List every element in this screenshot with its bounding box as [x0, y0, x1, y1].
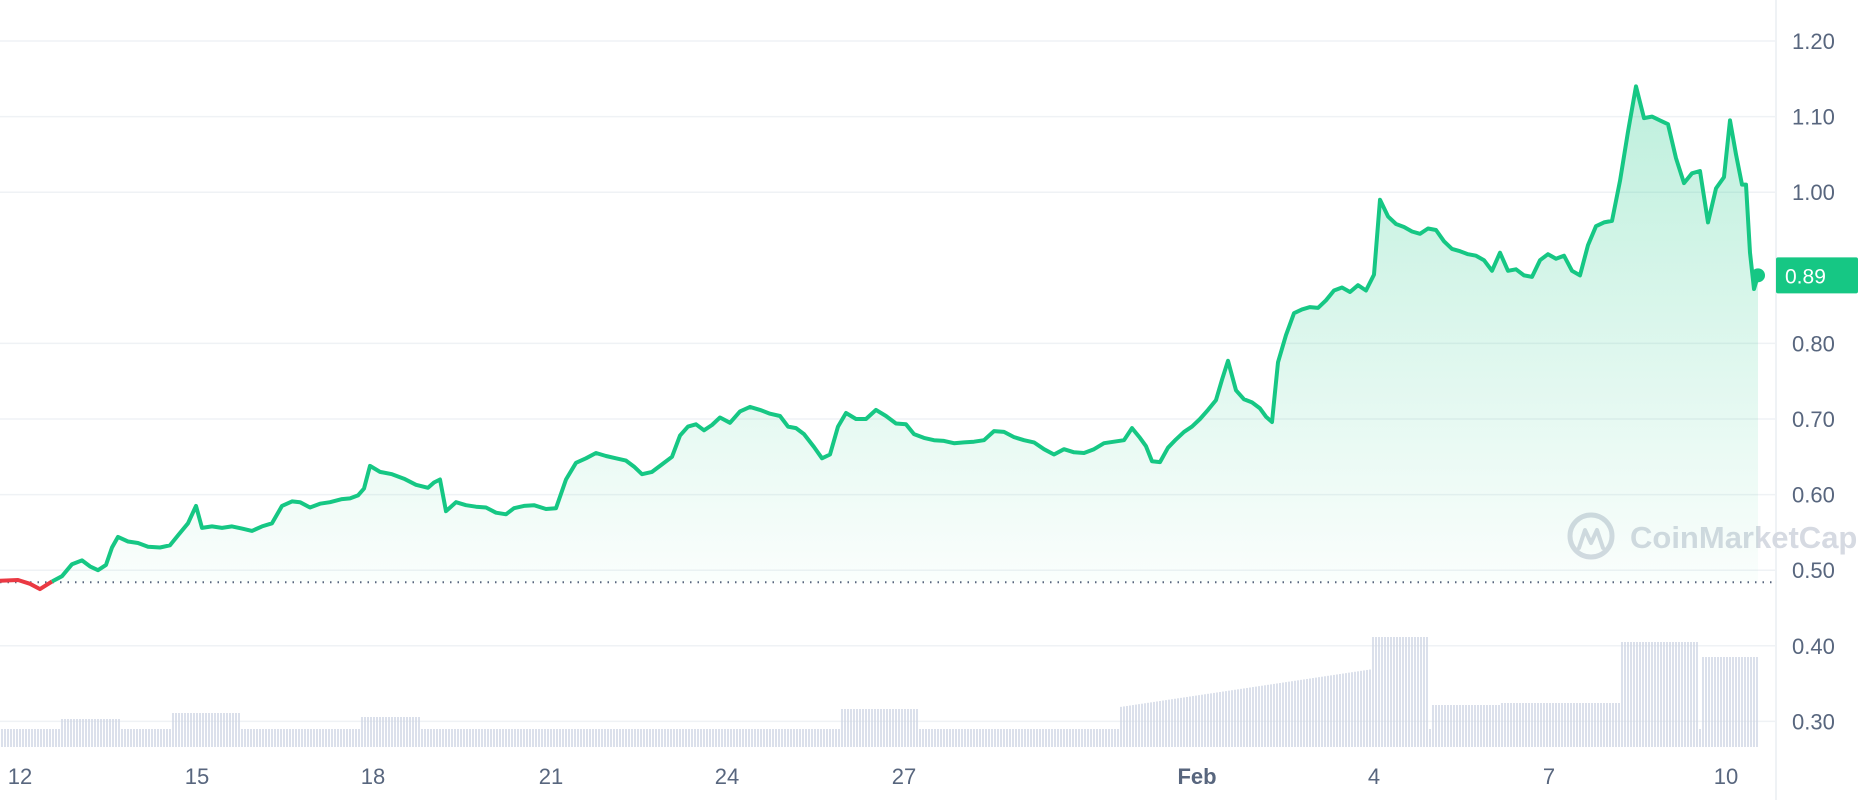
current-price-badge: 0.89 [1776, 257, 1858, 294]
x-axis: 12 15 18 21 24 27 Feb 4 7 10 [8, 764, 1738, 789]
current-price-dot [1751, 268, 1765, 283]
x-tick-label: 7 [1543, 764, 1555, 789]
current-price-label: 0.89 [1785, 265, 1826, 288]
y-tick-label: 0.40 [1792, 634, 1835, 659]
y-tick-label: 0.50 [1792, 558, 1835, 583]
x-tick-label: 10 [1714, 764, 1738, 789]
y-tick-label: 1.00 [1792, 180, 1835, 205]
y-tick-label: 1.20 [1792, 29, 1835, 54]
x-tick-label: 18 [361, 764, 385, 789]
y-tick-label: 0.60 [1792, 483, 1835, 508]
y-tick-label: 0.30 [1792, 709, 1835, 734]
x-tick-label: 21 [539, 764, 563, 789]
x-tick-label: 12 [8, 764, 32, 789]
y-tick-label: 1.10 [1792, 105, 1835, 130]
x-tick-label: 24 [715, 764, 739, 789]
y-axis: 0.30 0.40 0.50 0.60 0.70 0.80 1.00 1.10 1.20 [1792, 29, 1835, 734]
price-line [51, 84, 1760, 584]
x-tick-label: 27 [892, 764, 916, 789]
volume-bars [1, 637, 1758, 747]
x-tick-label: 4 [1368, 764, 1380, 789]
price-line-below-baseline [0, 578, 54, 592]
price-area-fill [52, 86, 1758, 583]
x-tick-label: 15 [185, 764, 209, 789]
y-tick-label: 0.80 [1792, 331, 1835, 356]
y-tick-label: 0.70 [1792, 407, 1835, 432]
x-tick-label: Feb [1177, 764, 1216, 789]
